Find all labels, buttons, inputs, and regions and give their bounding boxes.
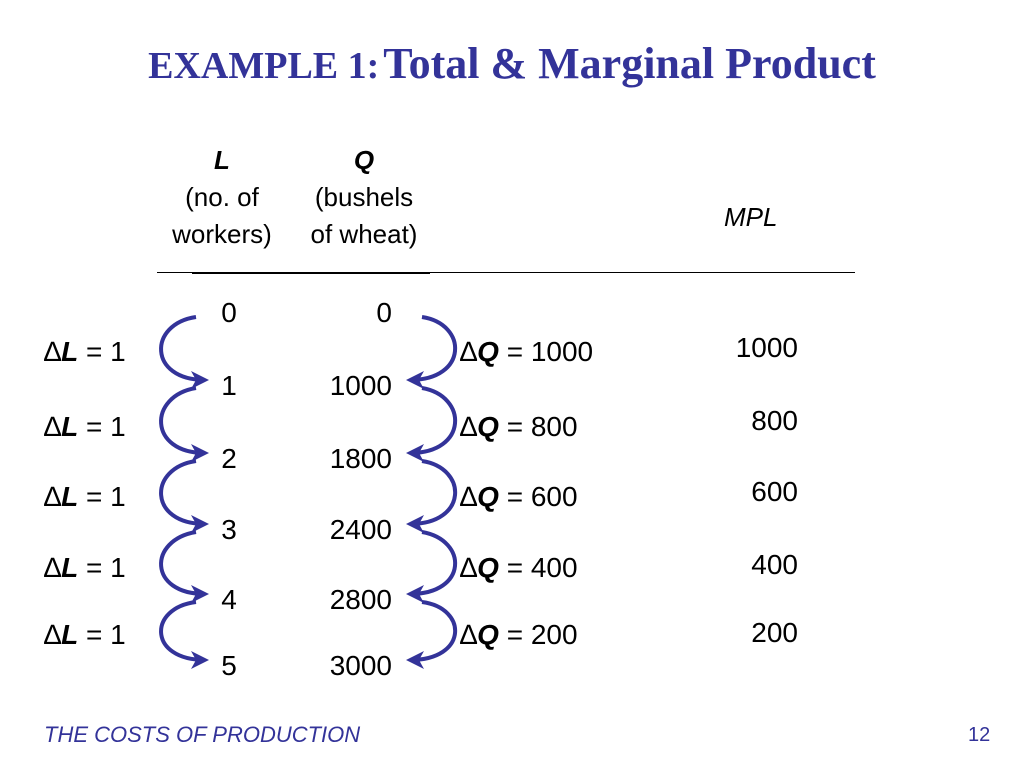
delta-l-var: L	[61, 619, 79, 650]
delta-q-val: = 600	[498, 481, 578, 512]
delta-q-arrow-5	[406, 600, 458, 669]
q-value-3: 2400	[329, 514, 392, 545]
delta-q-label: ∆Q = 800	[460, 411, 578, 443]
delta-q-arrow-4	[406, 530, 458, 603]
delta-l-var: L	[61, 552, 79, 583]
delta-l-arrow-4	[159, 530, 209, 603]
delta-symbol: ∆	[44, 619, 62, 650]
mpl-value: 400	[751, 549, 798, 580]
l-value-4: 4	[221, 584, 237, 615]
delta-q-arrow-1	[406, 315, 458, 389]
mpl-value: 600	[751, 476, 798, 507]
q-value-5: 3000	[329, 650, 392, 681]
output-desc-line1: (bushels	[314, 182, 414, 212]
delta-q-label: ∆Q = 600	[460, 481, 578, 513]
q-value-2: 1800	[329, 443, 392, 474]
delta-q-val: = 1000	[498, 336, 594, 367]
delta-l-var: L	[61, 411, 79, 442]
delta-symbol: ∆	[44, 411, 62, 442]
footer-text: THE COSTS OF PRODUCTION	[44, 722, 361, 747]
delta-symbol: ∆	[44, 552, 62, 583]
delta-l-val: = 1	[78, 336, 126, 367]
q-value-1: 1000	[329, 370, 392, 401]
delta-l-arrow-2	[159, 386, 209, 462]
delta-symbol: ∆	[460, 336, 478, 367]
delta-symbol: ∆	[460, 619, 478, 650]
mpl-value: 800	[751, 405, 798, 436]
slide-title: EXAMPLE 1: Total & Marginal Product	[0, 38, 1024, 89]
delta-l-label: ∆L = 1	[44, 336, 126, 368]
delta-q-var: Q	[477, 336, 499, 367]
delta-q-val: = 800	[498, 411, 578, 442]
q-value-0: 0	[376, 297, 392, 328]
l-value-3: 3	[221, 514, 237, 545]
delta-symbol: ∆	[44, 481, 62, 512]
delta-l-val: = 1	[78, 619, 126, 650]
header-rule-emphasis	[192, 272, 430, 274]
delta-q-var: Q	[477, 552, 499, 583]
labor-desc-line2: workers)	[172, 219, 272, 249]
delta-l-val: = 1	[78, 411, 126, 442]
delta-l-var: L	[61, 336, 79, 367]
delta-q-arrow-2	[406, 386, 458, 462]
delta-q-val: = 400	[498, 552, 578, 583]
delta-q-var: Q	[477, 411, 499, 442]
mpl-value: 1000	[735, 332, 798, 363]
delta-l-label: ∆L = 1	[44, 552, 126, 584]
delta-symbol: ∆	[460, 411, 478, 442]
l-value-1: 1	[221, 370, 237, 401]
delta-symbol: ∆	[460, 552, 478, 583]
title-prefix: EXAMPLE 1:	[148, 45, 380, 87]
delta-l-label: ∆L = 1	[44, 481, 126, 513]
delta-q-val: = 200	[498, 619, 578, 650]
delta-l-val: = 1	[78, 552, 126, 583]
delta-l-arrow-3	[159, 459, 209, 533]
delta-symbol: ∆	[460, 481, 478, 512]
delta-q-var: Q	[477, 481, 499, 512]
mpl-value: 200	[751, 617, 798, 648]
delta-l-val: = 1	[78, 481, 126, 512]
l-value-2: 2	[221, 443, 237, 474]
delta-q-label: ∆Q = 200	[460, 619, 578, 651]
delta-symbol: ∆	[44, 336, 62, 367]
delta-l-label: ∆L = 1	[44, 619, 126, 651]
labor-symbol: L	[214, 145, 230, 175]
output-header: Q (bushels of wheat)	[295, 142, 433, 253]
delta-q-label: ∆Q = 400	[460, 552, 578, 584]
mpl-header: MPL	[724, 202, 778, 232]
output-symbol: Q	[353, 145, 375, 175]
delta-q-var: Q	[477, 619, 499, 650]
delta-l-arrow-5	[159, 600, 209, 669]
delta-l-label: ∆L = 1	[44, 411, 126, 443]
q-value-4: 2800	[329, 584, 392, 615]
delta-l-var: L	[61, 481, 79, 512]
output-desc-line2: of wheat)	[310, 219, 418, 249]
delta-q-label: ∆Q = 1000	[460, 336, 593, 368]
labor-desc-line1: (no. of	[185, 182, 259, 212]
title-main: Total & Marginal Product	[383, 39, 876, 88]
delta-q-arrow-3	[406, 459, 458, 533]
l-value-0: 0	[221, 297, 237, 328]
labor-header: L (no. of workers)	[160, 142, 284, 253]
page-number: 12	[968, 724, 991, 746]
l-value-5: 5	[221, 650, 237, 681]
delta-l-arrow-1	[159, 315, 209, 389]
header-rule	[157, 272, 855, 273]
